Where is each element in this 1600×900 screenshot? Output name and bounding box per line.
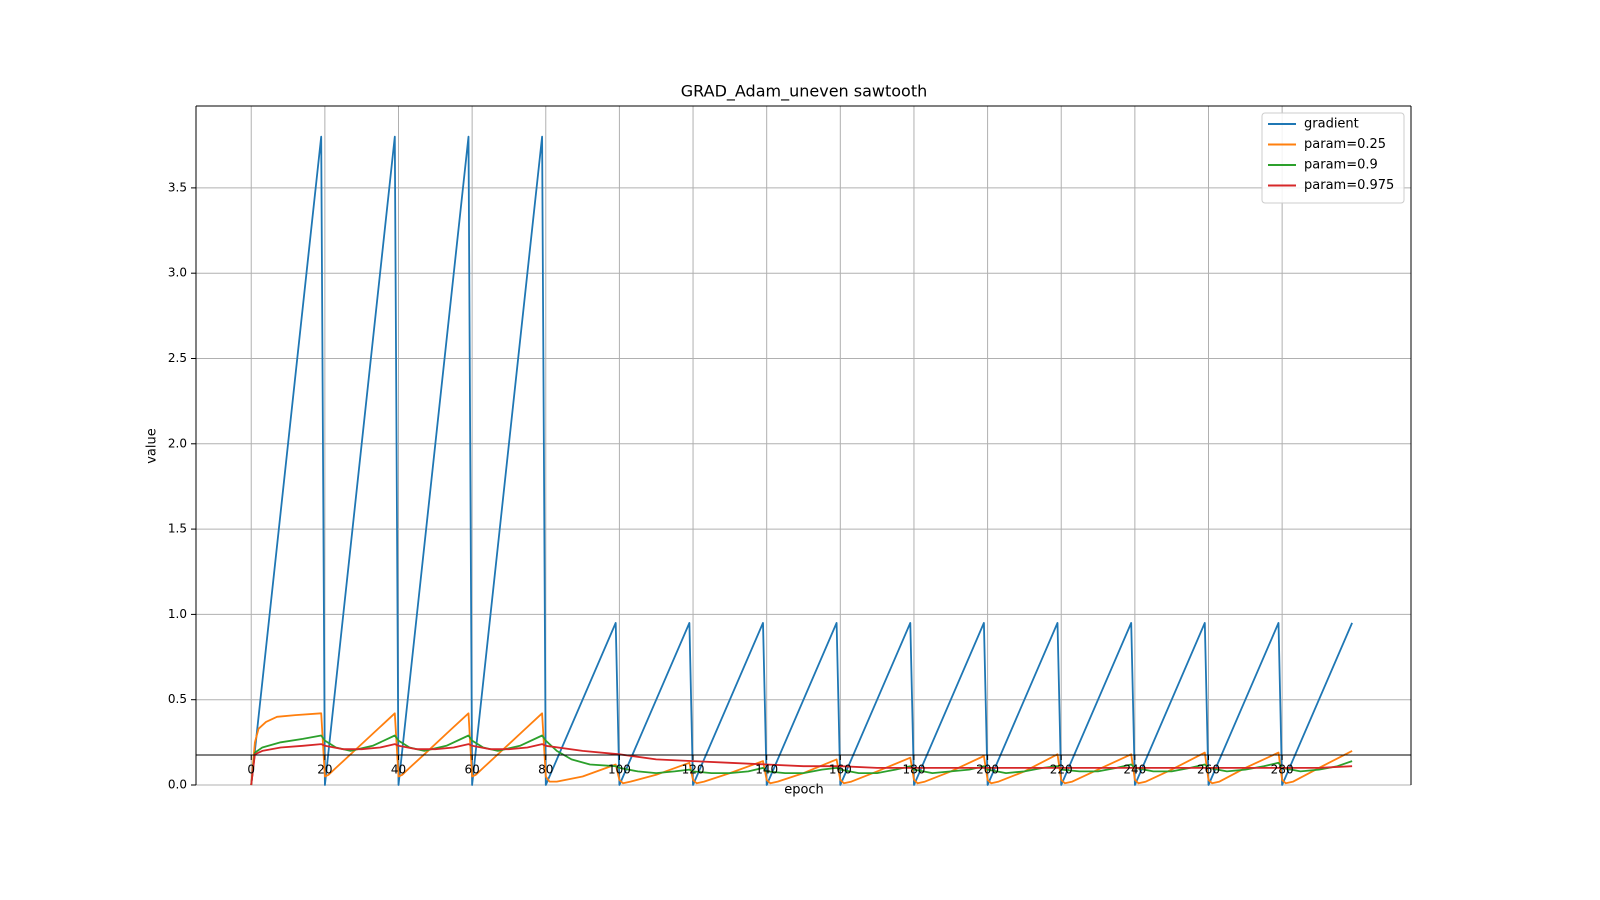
legend: gradient param=0.25 param=0.9 param=0.975 <box>1261 112 1405 204</box>
x-tick-label: 40 <box>391 763 406 777</box>
x-tick-label: 0 <box>247 763 255 777</box>
legend-box <box>1261 112 1405 204</box>
x-tick-label: 120 <box>682 763 705 777</box>
x-tick-label: 180 <box>903 763 926 777</box>
legend-entry: param=0.9 <box>1304 158 1378 173</box>
y-tick-label: 1.0 <box>168 607 187 621</box>
legend-entry: gradient <box>1304 117 1359 132</box>
series-group <box>250 135 1353 786</box>
y-tick-label: 0.0 <box>168 778 187 792</box>
y-tick-label: 2.0 <box>168 436 187 450</box>
y-tick-label: 1.5 <box>168 522 187 536</box>
x-tick-label: 160 <box>829 763 852 777</box>
y-tick-label: 3.0 <box>168 266 187 280</box>
grid <box>196 106 1411 786</box>
x-tick-label: 80 <box>538 763 553 777</box>
y-tick-label: 3.5 <box>168 180 187 194</box>
x-tick-label: 240 <box>1123 763 1146 777</box>
legend-entry: param=0.975 <box>1304 178 1394 193</box>
x-tick-label: 100 <box>608 763 631 777</box>
x-tick-label: 20 <box>317 763 332 777</box>
x-axis-label: epoch <box>784 783 824 798</box>
ticks: 0 20 40 60 80 100 120 140 160 180 200 220 240 260 280 0… <box>168 180 1294 791</box>
y-tick-label: 2.5 <box>168 351 187 365</box>
x-tick-label: 280 <box>1271 763 1294 777</box>
series-line-3 <box>250 743 1353 786</box>
x-tick-label: 220 <box>1050 763 1073 777</box>
x-tick-label: 60 <box>464 763 479 777</box>
x-tick-label: 200 <box>976 763 999 777</box>
y-tick-label: 0.5 <box>168 692 187 706</box>
chart-title: GRAD_Adam_uneven sawtooth <box>681 82 928 102</box>
y-axis-label: value <box>145 428 160 464</box>
x-tick-label: 260 <box>1197 763 1220 777</box>
series-line-0 <box>250 135 1353 786</box>
x-tick-label: 140 <box>755 763 778 777</box>
legend-entry: param=0.25 <box>1304 137 1386 152</box>
